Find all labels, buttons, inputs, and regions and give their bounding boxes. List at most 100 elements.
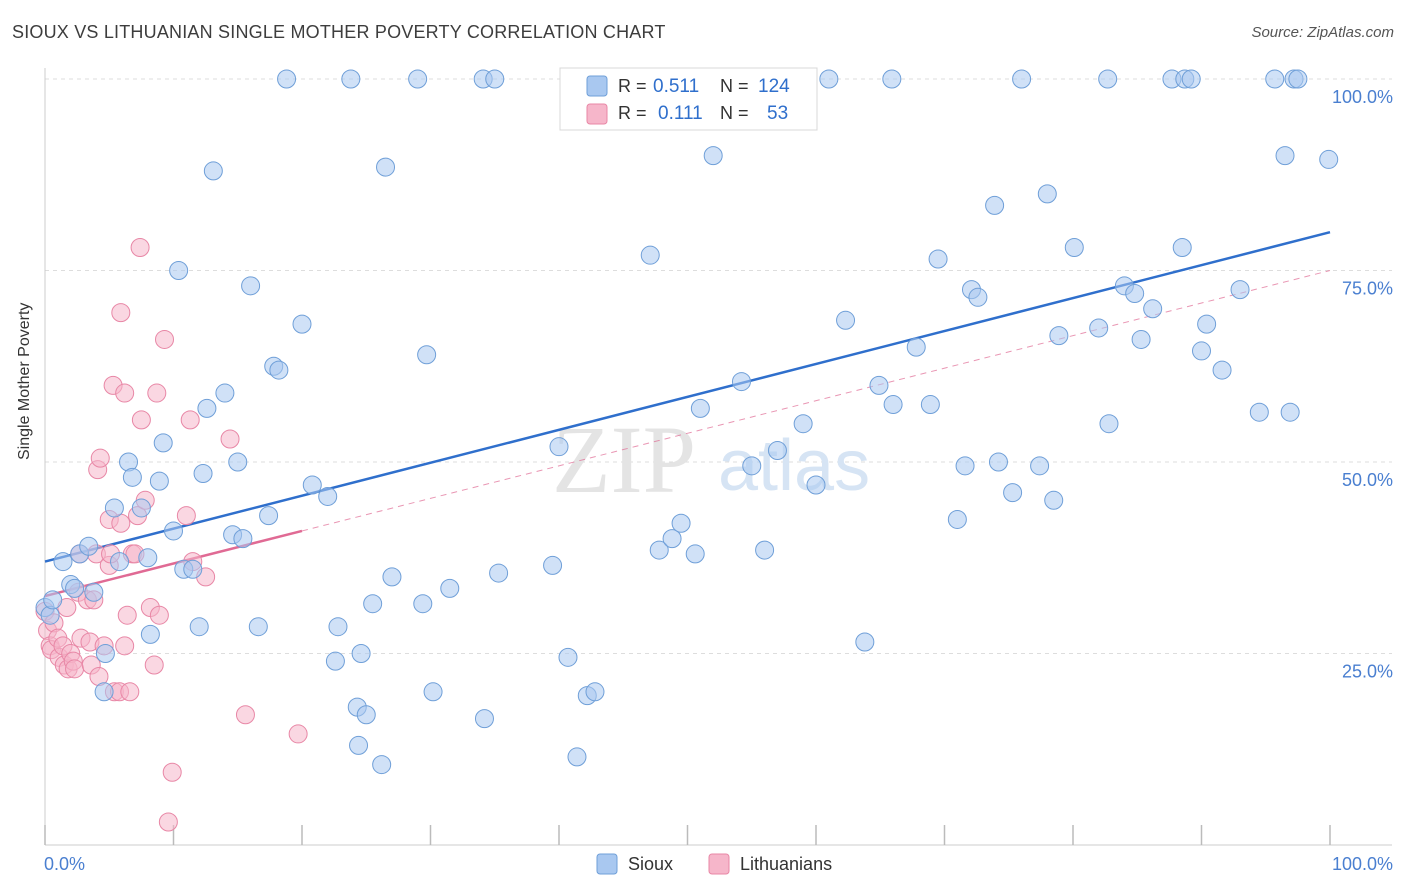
sioux-point <box>328 617 348 637</box>
sioux-point <box>968 287 988 307</box>
sioux-point <box>1288 69 1308 89</box>
sioux-point <box>193 463 213 483</box>
lithuanian-point <box>115 636 135 656</box>
y-tick-label: 75.0% <box>1342 279 1393 299</box>
sioux-point <box>793 414 813 434</box>
sioux-point <box>882 69 902 89</box>
sioux-point <box>1125 283 1145 303</box>
sioux-point <box>671 513 691 533</box>
sioux-point <box>1099 414 1119 434</box>
sioux-point <box>104 498 124 518</box>
lithuanian-point <box>117 605 137 625</box>
sioux-point <box>122 467 142 487</box>
legend-r-value: 0.111 <box>658 103 703 124</box>
source-label: Source: ZipAtlas.com <box>1251 24 1394 41</box>
lithuanian-point <box>235 705 255 725</box>
sioux-point <box>731 372 751 392</box>
sioux-point <box>1143 299 1163 319</box>
sioux-point <box>690 398 710 418</box>
sioux-point <box>302 475 322 495</box>
sioux-point <box>1230 280 1250 300</box>
sioux-point <box>138 548 158 568</box>
y-tick-label: 25.0% <box>1342 662 1393 682</box>
gridlines <box>45 78 1392 654</box>
sioux-point <box>183 559 203 579</box>
legend-bottom-label-lithuanians: Lithuanians <box>740 854 832 874</box>
sioux-point <box>248 617 268 637</box>
sioux-point <box>1181 69 1201 89</box>
legend-n-label: N = <box>720 103 749 123</box>
lithuanian-point <box>115 383 135 403</box>
lithuanian-point <box>180 410 200 430</box>
sioux-point <box>1319 149 1339 169</box>
sioux-point <box>189 617 209 637</box>
sioux-point <box>417 345 437 365</box>
sioux-point <box>955 456 975 476</box>
legend-top: R = 0.511 N = 124 R = 0.111 N = 53 <box>559 67 818 131</box>
sioux-point <box>988 452 1008 472</box>
sioux-point <box>215 383 235 403</box>
watermark-atlas: atlas <box>718 426 870 506</box>
sioux-point <box>325 651 345 671</box>
lithuanian-point <box>162 762 182 782</box>
x-tick-labels: 0.0% 100.0% <box>44 854 1393 874</box>
sioux-point <box>95 644 115 663</box>
sioux-point <box>164 521 183 541</box>
legend-bottom: Sioux Lithuanians <box>596 853 832 875</box>
data-points <box>35 69 1339 832</box>
sioux-point <box>94 682 114 702</box>
watermark: ZIP atlas <box>552 406 870 513</box>
sioux-point <box>140 624 160 644</box>
sioux-point <box>1012 69 1032 89</box>
sioux-point <box>423 682 443 702</box>
sioux-point <box>169 261 189 280</box>
sioux-point <box>1003 483 1023 503</box>
sioux-point <box>351 644 371 663</box>
x-tick-label: 0.0% <box>44 854 85 874</box>
sioux-point <box>197 398 217 418</box>
sioux-point <box>567 747 587 767</box>
legend-r-label: R = <box>618 76 647 96</box>
sioux-point <box>341 69 361 89</box>
sioux-point <box>53 552 73 572</box>
sioux-point <box>356 705 376 725</box>
sioux-point <box>1044 490 1064 510</box>
x-tick-label: 100.0% <box>1332 854 1393 874</box>
sioux-point <box>806 475 826 495</box>
y-tick-label: 50.0% <box>1342 470 1393 490</box>
sioux-point <box>585 682 605 702</box>
sioux-point <box>259 506 279 526</box>
sioux-point <box>1197 314 1217 334</box>
sioux-point <box>110 552 130 572</box>
lithuanian-point <box>176 506 196 526</box>
lithuanian-point <box>111 303 131 323</box>
sioux-point <box>883 395 903 415</box>
sioux-point <box>1131 329 1151 349</box>
sioux-point <box>84 582 104 602</box>
sioux-point <box>382 567 402 587</box>
sioux-point <box>485 69 505 89</box>
sioux-point <box>906 337 926 357</box>
sioux-point <box>131 498 151 518</box>
lithuanian-point <box>131 410 151 430</box>
lithuanian-point <box>65 659 85 679</box>
sioux-point <box>277 69 297 89</box>
sioux-point <box>703 146 723 166</box>
legend-swatch-sioux <box>586 75 608 97</box>
sioux-point <box>372 755 392 775</box>
sioux-point <box>1265 69 1285 89</box>
sioux-point <box>203 161 223 181</box>
sioux-point <box>1212 360 1232 380</box>
sioux-point <box>408 69 428 89</box>
lithuanian-point <box>90 448 110 468</box>
sioux-point <box>543 555 563 575</box>
lithuanian-point <box>144 655 164 675</box>
legend-bottom-swatch-lithuanians <box>708 853 730 875</box>
sioux-point <box>869 375 889 395</box>
sioux-point <box>549 437 569 457</box>
axes <box>44 68 1392 846</box>
sioux-point <box>153 433 173 453</box>
sioux-point <box>1249 402 1269 422</box>
sioux-point <box>1049 326 1069 346</box>
sioux-point <box>292 314 312 334</box>
